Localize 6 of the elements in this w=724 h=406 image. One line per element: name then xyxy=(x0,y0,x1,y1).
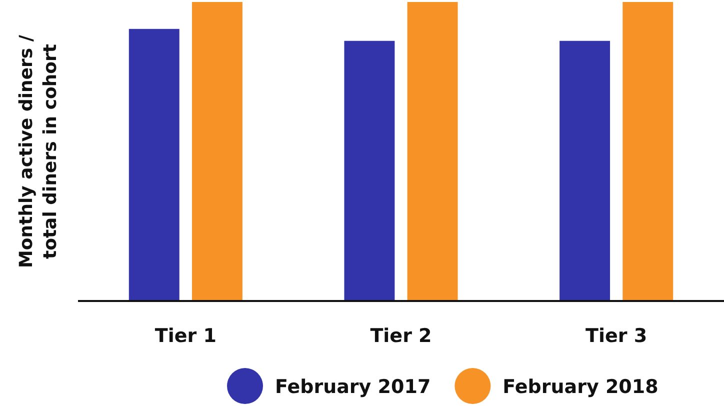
x-tick-label: Tier 2 xyxy=(370,325,432,347)
x-tick-label: Tier 1 xyxy=(154,325,216,347)
legend-label: February 2017 xyxy=(275,376,431,398)
y-axis-title: Monthly active diners / total diners in cohort xyxy=(16,34,61,268)
legend-label: February 2018 xyxy=(502,376,658,398)
x-tick-label: Tier 3 xyxy=(586,325,648,347)
